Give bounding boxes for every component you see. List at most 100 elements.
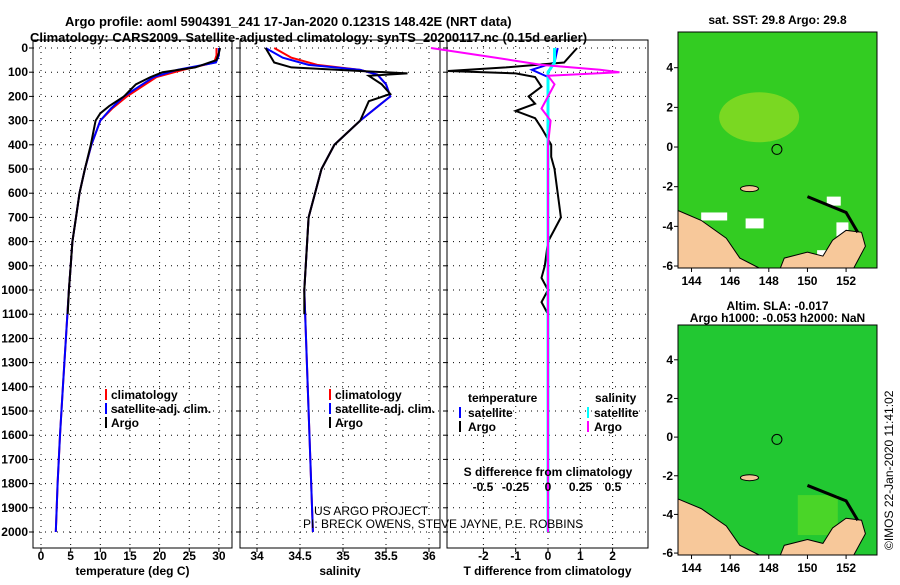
x-axis-label: T difference from climatology [463,564,631,578]
lon-tick-label: 148 [759,274,779,288]
legend-swatch [459,407,461,418]
y-tick-label: 1100 [2,307,28,321]
warm-patch [719,92,800,143]
legend-label: climatology [335,388,402,402]
lon-tick-label: 144 [682,561,702,575]
x-tick-label: 34.5 [288,549,312,563]
series-line-salinity-argo [430,47,620,532]
lat-tick-label: 2 [666,391,673,405]
missing-data [826,196,841,206]
legend-label: Argo [468,420,496,434]
series-line-argo [66,47,222,315]
x-axis-label: temperature (deg C) [75,564,189,578]
y-tick-label: 700 [8,210,28,224]
legend-swatch [329,403,331,414]
lat-tick-label: -2 [662,469,673,483]
x-tick-label: 5 [67,549,74,563]
legend-swatch [105,417,107,428]
x-tick-label: 35 [336,549,350,563]
argo-position-marker [771,433,783,445]
legend-label: Argo [111,416,139,430]
profile-panel-2: 34 34.5 35 35.5 36 salinity climatologysatelli… [236,39,441,578]
x-tick-label: 10 [94,549,108,563]
x-tick-label: 34 [250,549,264,563]
lat-tick-label: 2 [666,100,673,114]
x-tick-label: 0 [545,549,552,563]
map-subtitle: Argo h1000: -0.053 h2000: NaN [690,311,865,325]
title-line-2: Climatology: CARS2009. Satellite-adjuste… [30,30,587,45]
lon-tick-label: 152 [836,561,856,575]
series-line-argo [264,47,408,315]
sst-map: 144 146 148 150 152 4 2 0 -2 -4 -6 sat. SST: 29.8 A… [662,13,878,288]
y-tick-label: 400 [8,138,28,152]
land-new-ireland [806,195,859,234]
lon-tick-label: 150 [797,561,817,575]
lat-tick-label: -4 [662,507,673,521]
y-tick-label: 600 [8,186,28,200]
y-tick-label: 200 [8,89,28,103]
legend-label: satellite [468,406,513,420]
x2-tick-label: 0.5 [605,480,622,494]
y-tick-label: 1700 [1,452,28,466]
lon-tick-label: 144 [682,274,702,288]
x-tick-label: 20 [153,549,167,563]
lat-tick-label: 0 [666,140,673,154]
lon-tick-label: 148 [759,561,779,575]
lon-tick-label: 146 [720,274,740,288]
x-tick-label: 1 [577,549,584,563]
land-new-ireland [806,484,859,521]
y-tick-label: 1600 [1,428,28,442]
y-tick-label: 800 [8,235,28,249]
x-tick-label: 2 [609,549,616,563]
y-tick-label: 1000 [1,283,28,297]
legend-label: satellite-adj. clim. [335,402,435,416]
lat-tick-label: -6 [662,546,673,560]
x-tick-label: 15 [123,549,137,563]
y-tick-label: 100 [8,65,28,79]
land-manus [739,474,759,482]
x-tick-label: 25 [183,549,197,563]
plot-frame [32,39,233,549]
y-tick-label: 1200 [1,331,28,345]
y-tick-label: 1800 [1,477,28,491]
x2-tick-label: 0 [545,480,552,494]
title-line-1: Argo profile: aoml 5904391_241 17-Jan-20… [65,14,512,29]
map-title: Altim. SLA: -0.017 [726,299,828,313]
argo-position-marker [771,143,783,155]
x2-tick-label: -0.5 [473,480,494,494]
y-tick-label: 500 [8,162,28,176]
x-tick-label: 36 [422,549,436,563]
y-tick-label: 0 [21,41,28,55]
lat-tick-label: 4 [666,61,673,75]
y-tick-label: 1500 [1,404,28,418]
lon-tick-label: 150 [797,274,817,288]
x-axis-label: salinity [319,564,361,578]
map-frame [677,31,878,269]
legend-label: Argo [335,416,363,430]
land-manus [739,185,759,193]
legend-swatch [459,421,461,432]
series-line-satellite-adj-clim- [265,47,392,533]
y-tick-label: 1400 [1,380,28,394]
x-tick-label: -2 [478,549,489,563]
legend-swatch [329,417,331,428]
credit-line-1: US ARGO PROJECT [314,504,429,518]
lat-tick-label: -4 [662,219,673,233]
y-tick-label: 1300 [1,356,28,370]
sla-map: 144 146 148 150 152 4 2 0 -2 -4 -6 Altim. SLA: -0.0… [662,299,878,575]
y-tick-label: 900 [8,259,28,273]
legend-swatch [105,389,107,400]
series-line-climatology [54,48,218,533]
legend-swatch [587,421,589,432]
plot-frame [239,39,441,549]
timestamp: ©IMOS 22-Jan-2020 11:41:02 [882,390,896,550]
missing-data [701,212,728,221]
lat-tick-label: -2 [662,180,673,194]
missing-data [745,218,764,229]
map-frame [677,324,878,556]
x-tick-label: 0 [38,549,45,563]
lat-tick-label: 4 [666,353,673,367]
legend-label: satellite [594,406,639,420]
legend-label: climatology [111,388,178,402]
